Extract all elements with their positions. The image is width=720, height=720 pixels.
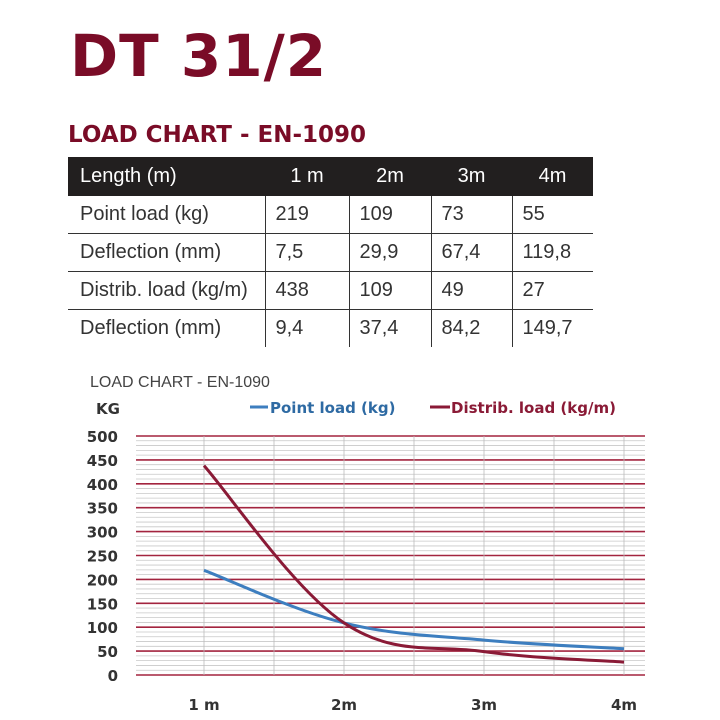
y-ticks: 0 50 100 150 200 250 300 350 400 450 500 — [87, 428, 118, 685]
table-row: Deflection (mm) 9,4 37,4 84,2 149,7 — [68, 309, 593, 347]
x-tick-label: 3m — [471, 696, 497, 714]
grid — [136, 435, 645, 676]
y-tick-label: 250 — [87, 548, 118, 566]
point-load-line — [203, 568, 625, 651]
x-ticks: 1 m 2m 3m 4m — [188, 696, 637, 714]
chart-title: LOAD CHART - EN-1090 — [90, 374, 270, 391]
load-chart-heading: LOAD CHART - EN-1090 — [68, 122, 367, 148]
cell: 29,9 — [348, 233, 431, 272]
cell: 109 — [348, 196, 431, 234]
y-tick-label: 400 — [87, 476, 118, 494]
cell: 7,5 — [264, 233, 349, 272]
y-tick-label: 350 — [87, 500, 118, 518]
y-tick-label: 100 — [87, 619, 118, 637]
product-title: DT 31/2 — [70, 22, 328, 90]
legend-distrib-load: Distrib. load (kg/m) — [451, 399, 616, 417]
header-1m: 1 m — [265, 157, 349, 196]
x-tick-label: 4m — [611, 696, 637, 714]
header-3m: 3m — [431, 157, 512, 196]
y-tick-label: 450 — [87, 452, 118, 470]
cell: 55 — [511, 196, 593, 234]
cell: Distrib. load (kg/m) — [68, 271, 265, 310]
cell: 149,7 — [511, 309, 593, 347]
cell: Point load (kg) — [68, 196, 265, 234]
cell: 438 — [264, 271, 349, 310]
cell: 37,4 — [348, 309, 431, 347]
cell: Deflection (mm) — [80, 317, 222, 339]
y-tick-label: 300 — [87, 524, 118, 542]
header-4m: 4m — [512, 157, 593, 196]
cell: 73 — [430, 196, 512, 234]
series-lines — [202, 464, 625, 664]
cell: 67,4 — [430, 233, 512, 272]
table-row: Distrib. load (kg/m) 438 109 49 27 — [68, 271, 593, 310]
cell: 49 — [430, 271, 512, 310]
table-row: Deflection (mm) 7,5 29,9 67,4 119,8 — [68, 233, 593, 272]
cell: 9,4 — [264, 309, 349, 347]
cell: Deflection (mm) — [68, 233, 265, 272]
y-tick-label: 50 — [97, 643, 118, 661]
legend-point-load: Point load (kg) — [270, 399, 395, 417]
x-tick-label: 1 m — [188, 696, 219, 714]
distrib-load-line — [202, 464, 625, 664]
cell: 84,2 — [430, 309, 512, 347]
table-header-row: Length (m) 1 m 2m 3m 4m — [68, 157, 593, 196]
load-table: Length (m) 1 m 2m 3m 4m Point load (kg) 2… — [68, 157, 593, 347]
header-2m: 2m — [349, 157, 431, 196]
x-tick-label: 2m — [331, 696, 357, 714]
y-tick-label: 0 — [108, 667, 118, 685]
table-row: Point load (kg) 219 109 73 55 — [68, 196, 593, 234]
cell: 109 — [348, 271, 431, 310]
cell: 27 — [511, 271, 593, 310]
load-chart: LOAD CHART - EN-1090 KG Point load (kg) … — [87, 374, 645, 714]
cell: 119,8 — [511, 233, 593, 272]
y-axis-label: KG — [96, 400, 120, 418]
y-tick-label: 500 — [87, 428, 118, 446]
cell: 219 — [264, 196, 349, 234]
y-tick-label: 200 — [87, 571, 118, 589]
y-tick-label: 150 — [87, 595, 118, 613]
header-length: Length (m) — [68, 157, 265, 196]
